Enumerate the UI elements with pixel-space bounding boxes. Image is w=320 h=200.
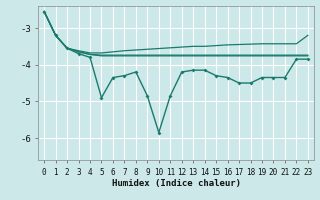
X-axis label: Humidex (Indice chaleur): Humidex (Indice chaleur) (111, 179, 241, 188)
